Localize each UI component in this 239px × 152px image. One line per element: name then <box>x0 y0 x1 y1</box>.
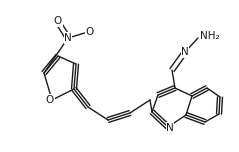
Text: O: O <box>86 27 94 37</box>
Text: N: N <box>166 123 174 133</box>
Text: NH₂: NH₂ <box>200 31 220 41</box>
Text: N: N <box>181 47 189 57</box>
Text: O: O <box>54 16 62 26</box>
Text: N: N <box>64 33 72 43</box>
Text: O: O <box>46 95 54 105</box>
